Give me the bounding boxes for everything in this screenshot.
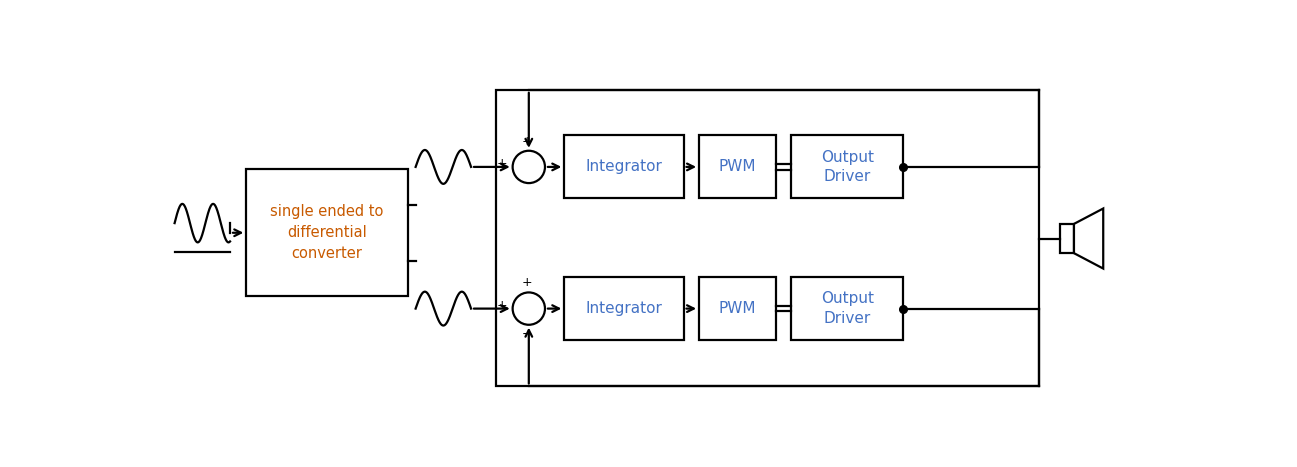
Bar: [791, 277, 903, 340]
Text: +: +: [521, 134, 532, 148]
Text: Output
Driver: Output Driver: [821, 291, 874, 326]
Bar: [497, 90, 1039, 386]
Text: Integrator: Integrator: [585, 159, 663, 174]
Bar: [699, 277, 776, 340]
Circle shape: [512, 151, 545, 183]
Polygon shape: [1074, 208, 1104, 269]
Text: −: −: [521, 328, 532, 341]
Bar: [564, 135, 684, 198]
Text: +: +: [521, 276, 532, 290]
Circle shape: [512, 292, 545, 325]
Text: Output
Driver: Output Driver: [821, 149, 874, 184]
Text: +: +: [497, 299, 507, 312]
Text: PWM: PWM: [719, 301, 756, 316]
Bar: [1060, 224, 1074, 253]
Text: Integrator: Integrator: [585, 301, 663, 316]
Text: PWM: PWM: [719, 159, 756, 174]
Text: +: +: [497, 157, 507, 170]
Bar: [699, 135, 776, 198]
Bar: [791, 135, 903, 198]
Bar: [246, 169, 409, 296]
Text: single ended to
differential
converter: single ended to differential converter: [270, 204, 384, 261]
Bar: [564, 277, 684, 340]
